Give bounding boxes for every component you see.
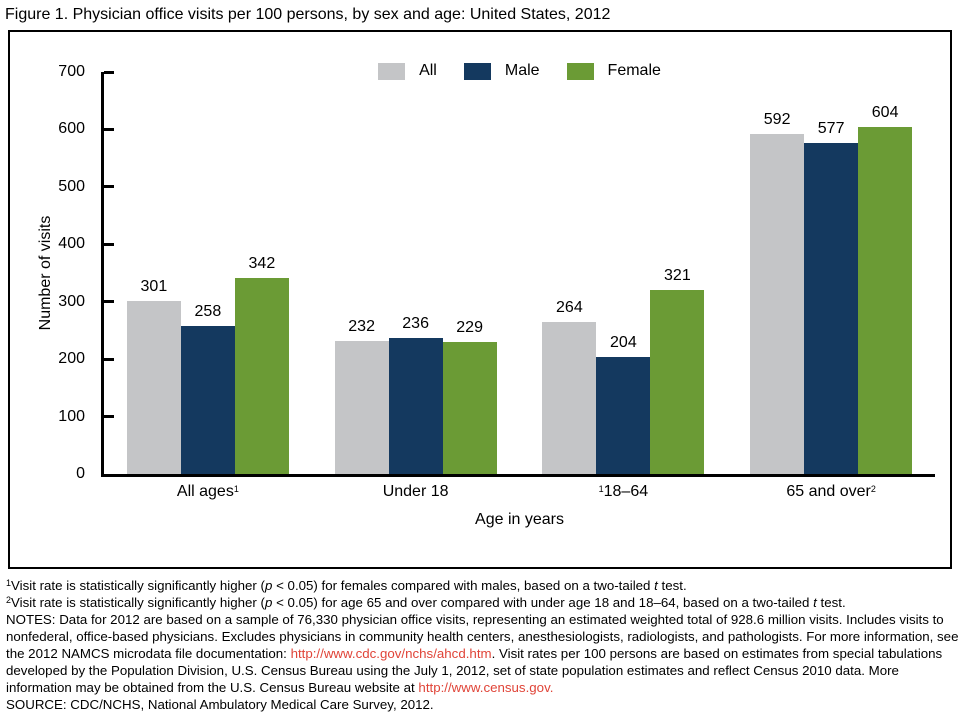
bar-value-label: 604 [871, 104, 899, 121]
bar-value-label: 342 [248, 255, 276, 272]
category-label: 118–64 [598, 483, 649, 500]
footnote-line: the 2012 NAMCS microdata file documentat… [6, 645, 958, 662]
footnote-text: test. [657, 578, 687, 593]
y-tick-label: 600 [58, 120, 85, 138]
footnote-text: information may be obtained from the U.S… [6, 680, 419, 695]
footnote-line: 2Visit rate is statistically significant… [6, 594, 958, 611]
y-tick-label: 700 [58, 63, 85, 80]
footnote-text: developed by the Population Division, U.… [6, 663, 899, 678]
y-tick-label: 300 [58, 292, 85, 310]
bar-male-3 [804, 143, 859, 474]
footnote-text: nonfederal, office-based physicians. Exc… [6, 629, 959, 644]
y-tick-label: 400 [58, 235, 85, 253]
footnote-text: t [813, 595, 817, 610]
bar-value-label: 264 [556, 299, 583, 316]
y-tick [104, 415, 114, 419]
footnote-text: Visit rate is statistically significantl… [11, 578, 265, 593]
footnote-line: nonfederal, office-based physicians. Exc… [6, 628, 958, 645]
category-label: 65 and over2 [786, 483, 876, 500]
bar-male-2 [596, 357, 651, 474]
footnote-text: . Visit rates per 100 persons are based … [491, 646, 943, 661]
footnote-line: 1Visit rate is statistically significant… [6, 577, 958, 594]
category-label: All ages1 [176, 483, 239, 500]
plot-area: All Male Female Number of visits Age in ye… [10, 32, 950, 567]
y-tick [104, 357, 114, 361]
legend-item-male: Male [463, 62, 540, 80]
bar-value-label: 229 [456, 319, 483, 336]
bar-all-0 [126, 301, 181, 474]
footnote-superscript: 1 [6, 578, 12, 588]
footnote-line: NOTES: Data for 2012 are based on a samp… [6, 611, 958, 628]
bar-female-1 [442, 342, 497, 474]
y-axis-title: Number of visits [37, 215, 54, 331]
y-tick-label: 500 [58, 177, 85, 195]
bar-value-label: 592 [763, 111, 791, 128]
y-tick [104, 300, 114, 304]
bar-male-1 [388, 338, 443, 474]
footnote-link-2[interactable]: http://www.census.gov. [418, 680, 554, 695]
bar-all-2 [542, 322, 597, 474]
x-axis-title: Age in years [475, 511, 564, 528]
figure-title: Figure 1. Physician office visits per 10… [5, 6, 611, 23]
footnote-text: < 0.05) for females compared with males,… [272, 578, 655, 593]
bar-male-0 [180, 326, 235, 474]
legend-item-female: Female [566, 62, 661, 80]
footnote-text: the 2012 NAMCS microdata file documentat… [6, 646, 291, 661]
footnote-link-1[interactable]: http://www.cdc.gov/nchs/ahcd.htm [290, 646, 492, 661]
chart-panel: All Male Female Number of visits Age in ye… [8, 30, 952, 569]
bar-female-3 [858, 127, 913, 474]
footnotes: 1Visit rate is statistically significant… [6, 577, 958, 713]
bar-value-label: 204 [610, 334, 637, 351]
legend-swatch-female [566, 62, 594, 80]
legend-swatch-all [378, 62, 406, 80]
footnote-text: < 0.05) for age 65 and over compared wit… [272, 595, 814, 610]
bar-value-label: 258 [194, 303, 222, 320]
legend-item-all: All [378, 62, 437, 80]
footnote-superscript: 2 [6, 595, 12, 605]
bar-value-label: 321 [664, 267, 691, 284]
footnote-text: SOURCE: CDC/NCHS, National Ambulatory Me… [6, 697, 434, 712]
y-tick-label: 0 [76, 465, 85, 482]
legend-label: All [419, 62, 437, 79]
y-tick-label: 100 [58, 407, 85, 425]
y-tick-label: 200 [58, 350, 85, 368]
legend-label: Female [607, 62, 661, 79]
bar-value-label: 301 [140, 278, 168, 295]
footnote-line: information may be obtained from the U.S… [6, 679, 958, 696]
y-axis-line [101, 72, 104, 477]
legend: All Male Female [104, 62, 935, 80]
footnote-line: SOURCE: CDC/NCHS, National Ambulatory Me… [6, 696, 958, 713]
footnote-text: test. [816, 595, 846, 610]
bar-value-label: 236 [402, 315, 429, 332]
footnote-text: p [264, 595, 273, 610]
footnote-text: p [264, 578, 273, 593]
footnote-text: t [654, 578, 658, 593]
legend-label: Male [504, 62, 540, 79]
footnote-text: NOTES: Data for 2012 are based on a samp… [6, 612, 944, 627]
bar-all-1 [334, 341, 389, 474]
footnote-line: developed by the Population Division, U.… [6, 662, 958, 679]
y-tick [104, 127, 114, 131]
category-label: Under 18 [382, 483, 449, 500]
y-tick [104, 242, 114, 246]
bar-all-3 [750, 134, 805, 474]
y-tick [104, 70, 114, 74]
bar-value-label: 232 [348, 318, 375, 335]
bar-value-label: 577 [817, 120, 845, 137]
legend-swatch-male [463, 62, 491, 80]
y-tick [104, 185, 114, 189]
bar-female-2 [650, 290, 705, 474]
footnote-text: Visit rate is statistically significantl… [11, 595, 265, 610]
x-axis-line [101, 474, 935, 477]
bar-female-0 [234, 278, 289, 474]
